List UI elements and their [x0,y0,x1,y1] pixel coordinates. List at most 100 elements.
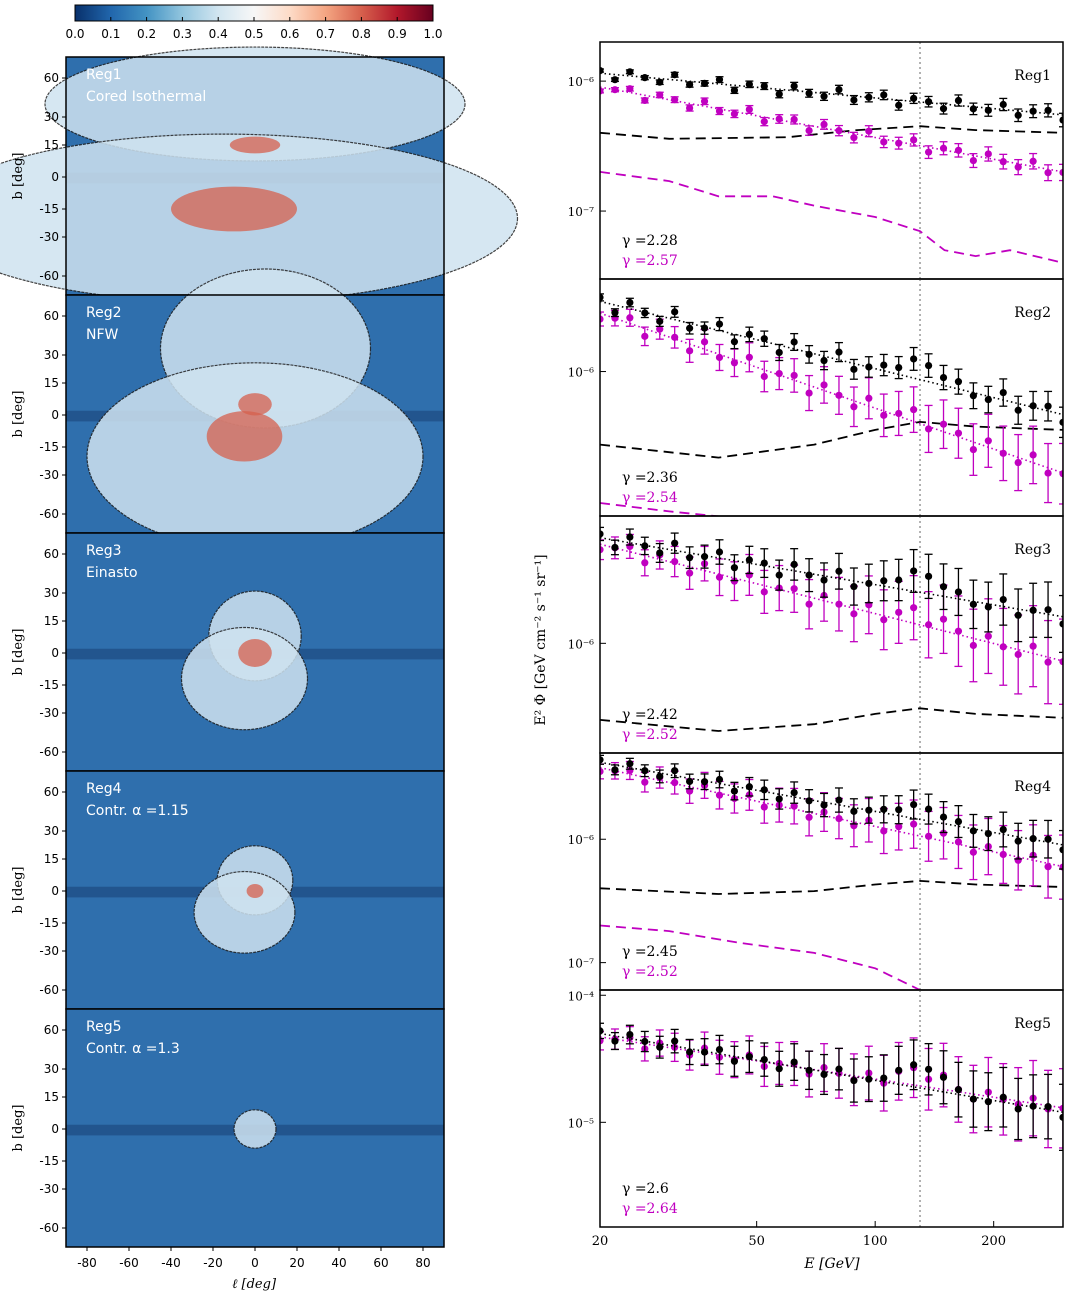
magenta-data-point [910,406,918,414]
magenta-data-point [715,107,724,115]
excess-region-contour [44,46,466,162]
magenta-data-point [895,409,903,418]
black-data-point [1014,111,1022,119]
magenta-data-point [641,559,649,567]
black-data-point [1059,418,1063,426]
black-data-fit [600,300,1063,416]
gamma-magenta-label: γ =2.54 [622,490,678,506]
gamma-magenta-label: γ =2.52 [622,964,678,980]
black-data-point [715,76,724,84]
black-data-point [969,105,977,113]
map-ylabel: b [deg] [11,153,26,200]
map-ytick-label: 15 [44,852,59,866]
map-panel-reg1: Reg1 Cored Isothermal 60 30 15 0 -15 -30 -60 b [d… [0,46,519,304]
ytick-label: 10⁻⁵ [568,1116,595,1130]
black-data-point [686,554,694,562]
black-data-fit [600,1032,1063,1114]
black-data-point [835,85,843,94]
map-ytick-label: 60 [44,309,59,323]
magenta-data-point [1059,1104,1063,1112]
black-data-point [865,93,873,101]
map-ytick-label: 60 [44,547,59,561]
map-ytick-label: 0 [51,1122,59,1136]
map-panel-reg3: Reg3 Einasto 60 30 15 0 -15 -30 -60 b [deg] [11,532,445,772]
black-data-point [686,324,694,332]
excess-region-contour [193,870,296,954]
excess-hotspot [206,411,283,462]
black-data-point [910,567,918,575]
black-data-point [850,96,858,104]
black-data-point [910,355,918,363]
black-data-point [671,539,679,547]
black-data-point [775,90,783,98]
black-data-point [910,1061,918,1069]
spectra: Reg1 γ =2.28 γ =2.57 10⁻⁶ 10⁻⁷ Reg2 γ =2.36 γ =… [568,41,1064,1249]
magenta-data-point [790,802,798,810]
black-data-point [954,378,963,386]
xtick-label: 100 [863,1234,888,1249]
black-data-point [730,787,739,795]
black-data-point [850,1076,858,1085]
map-xtick-label: 20 [289,1256,304,1270]
black-data-point [1059,846,1063,854]
magenta-data-point [850,134,858,142]
gamma-magenta-label: γ =2.57 [622,253,678,269]
magenta-data-point [656,325,664,333]
map-panel-reg4: Reg4 Contr. α =1.15 60 30 15 0 -15 -30 -60 b [deg… [11,770,445,1010]
black-data-fit [600,761,1063,846]
colorbar-tick-label: 0.3 [173,27,192,41]
spectrum-panel-reg1: Reg1 γ =2.28 γ =2.57 10⁻⁶ 10⁻⁷ [568,41,1064,280]
map-ytick-label: 30 [44,348,59,362]
black-data-point [999,100,1007,109]
black-data-point [671,71,679,79]
spectra-ylabel: E² Φ [GeV cm⁻² s⁻¹ sr⁻¹] [533,554,549,725]
black-data-point [611,543,619,552]
black-data-point [600,530,604,538]
black-data-point [999,595,1007,604]
map-region-name: Reg2 [86,305,122,321]
magenta-data-point [910,604,918,612]
black-data-point [805,797,813,805]
magenta-data-point [865,394,873,402]
magenta-data-point [760,803,768,811]
gamma-black-label: γ =2.45 [622,944,678,960]
black-data-point [880,577,888,585]
black-data-point [805,1066,813,1074]
black-data-point [1044,1103,1052,1111]
map-xtick-label: 80 [415,1256,430,1270]
black-data-point [939,1073,948,1081]
map-ylabel: b [deg] [11,629,26,676]
panel-frame [599,989,1064,1228]
sky-maps: Reg1 Cored Isothermal 60 30 15 0 -15 -30 -60 b [d… [0,46,519,1270]
black-data-point [969,600,977,608]
magenta-data-point [626,85,634,93]
panel-region-label: Reg5 [1014,1016,1051,1032]
magenta-data-point [820,120,828,129]
magenta-data-point [850,610,858,618]
magenta-data-point [999,449,1007,457]
black-data-point [820,1070,828,1079]
magenta-data-point [715,573,724,581]
black-data-point [880,361,888,369]
dashed-model-black [600,879,1063,895]
gamma-magenta-label: γ =2.52 [622,727,678,743]
black-data-point [954,817,963,826]
spectrum-panel-reg5: Reg5 γ =2.6 γ =2.64 10⁻⁴ 10⁻⁵ [568,989,1064,1228]
black-data-point [984,603,992,611]
black-data-point [969,827,977,835]
black-data-point [880,91,888,99]
black-data-point [730,86,739,94]
map-ylabel: b [deg] [11,391,26,438]
black-data-point [895,1066,903,1074]
black-data-point [626,533,634,541]
magenta-data-point [999,850,1007,859]
map-ytick-label: 30 [44,1062,59,1076]
ytick-label: 10⁻⁶ [568,833,595,847]
maps-xlabel: ℓ [deg] [232,1277,277,1292]
magenta-data-point [954,429,963,437]
magenta-data-point [671,333,679,341]
magenta-data-point [600,87,604,95]
black-data-point [1044,606,1052,614]
ytick-label: 10⁻⁶ [568,366,595,380]
map-xtick-label: -60 [119,1256,139,1270]
